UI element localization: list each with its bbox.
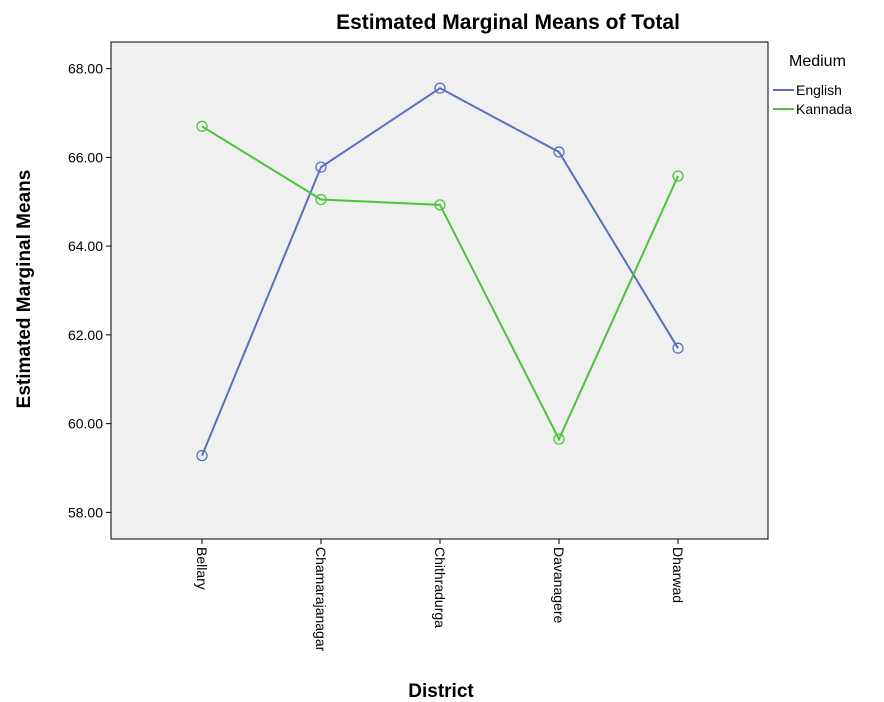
data-point xyxy=(553,433,565,445)
series-line xyxy=(201,125,679,442)
x-tick-label: Dharwad xyxy=(670,547,686,603)
legend: Medium English Kannada xyxy=(773,53,852,117)
y-axis-title: Estimated Marginal Means xyxy=(14,170,35,409)
data-point xyxy=(434,82,446,94)
legend-label: Kannada xyxy=(796,101,852,117)
data-point xyxy=(196,120,208,132)
data-point xyxy=(315,193,327,206)
series-kannada xyxy=(196,120,684,445)
y-tick-label: 62.00 xyxy=(68,327,103,343)
y-tick-label: 66.00 xyxy=(68,149,103,165)
chart-title: Estimated Marginal Means of Total xyxy=(336,11,680,34)
data-point xyxy=(434,199,446,211)
y-tick-label: 60.00 xyxy=(68,416,103,432)
y-tick-label: 64.00 xyxy=(68,238,103,254)
data-point xyxy=(553,146,565,158)
x-tick-label: Chithradurga xyxy=(432,547,448,628)
data-point xyxy=(196,449,208,462)
x-tick-label: Davanagere xyxy=(551,547,567,623)
x-tick-label: Chamarajanagar xyxy=(313,547,329,652)
series-line xyxy=(201,86,679,456)
series-layer xyxy=(196,82,684,462)
y-axis: 58.00 60.00 62.00 64.00 66.00 68.00 xyxy=(68,61,111,520)
plot-area xyxy=(110,41,769,540)
x-axis-title: District xyxy=(408,681,474,702)
x-axis: Bellary Chamarajanagar Chithradurga Davanag… xyxy=(194,539,686,652)
y-tick-label: 68.00 xyxy=(68,61,103,77)
data-point xyxy=(672,170,684,182)
legend-title: Medium xyxy=(789,53,846,70)
x-tick-label: Bellary xyxy=(194,547,210,590)
series-english xyxy=(196,82,684,462)
y-tick-label: 58.00 xyxy=(68,504,103,520)
legend-label: English xyxy=(796,82,842,98)
data-point xyxy=(672,342,684,354)
data-point xyxy=(315,161,327,173)
